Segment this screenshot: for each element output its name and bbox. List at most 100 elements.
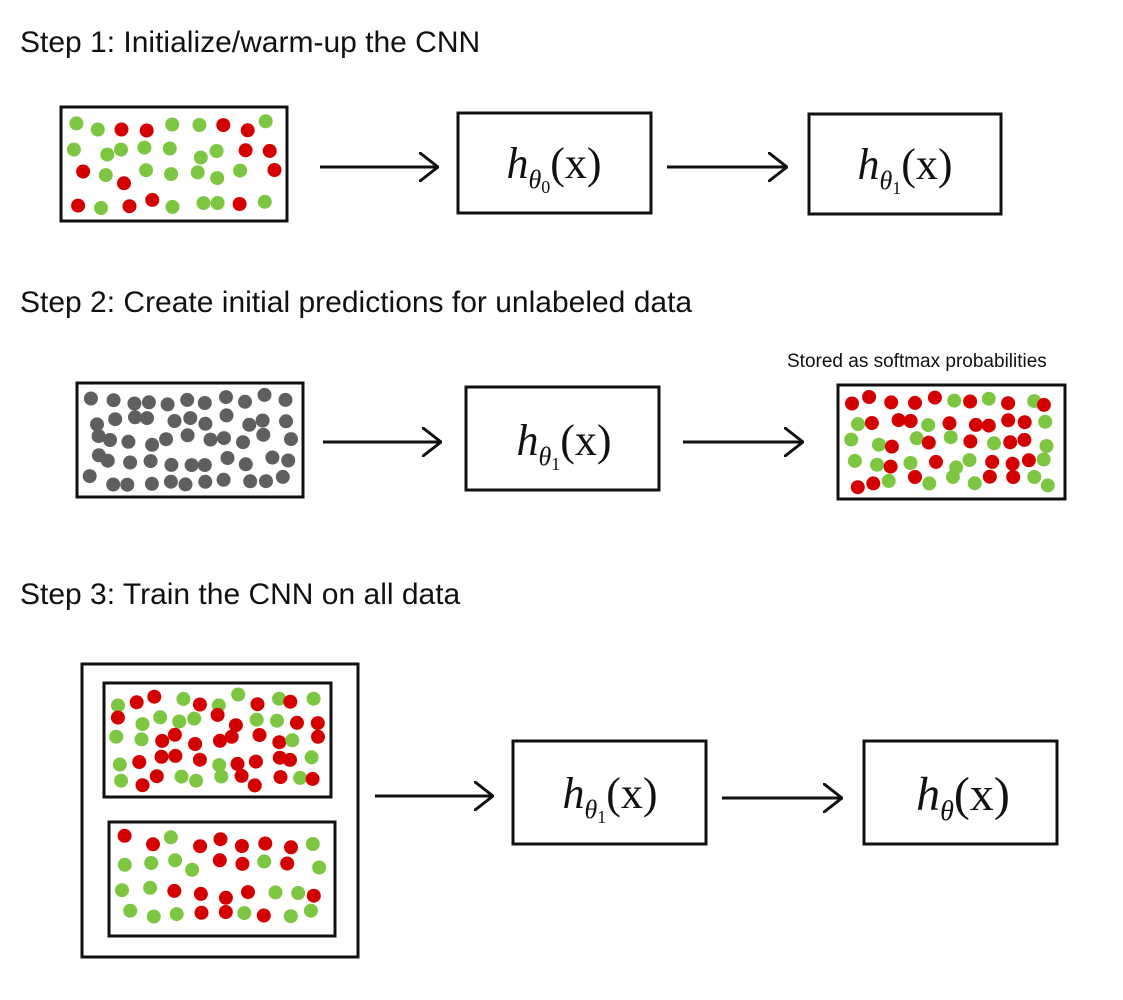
unlabeled-dot xyxy=(100,453,115,468)
pseudo-labeled-dot xyxy=(228,718,243,733)
pseudo-labeled-dot xyxy=(172,714,187,729)
pseudo-labeled-dot xyxy=(844,432,859,447)
pseudo-labeled-dot xyxy=(109,729,124,744)
pseudo-labeled-dot xyxy=(1005,456,1020,471)
labeled-dot xyxy=(280,856,295,871)
unlabeled-dot xyxy=(259,474,273,489)
pseudo-labeled-dot xyxy=(903,414,918,428)
pseudo-labeled-dot xyxy=(168,748,183,763)
pseudo-labeled-dot xyxy=(187,711,202,726)
unlabeled-dot xyxy=(255,413,270,428)
pseudo-labeled-dot xyxy=(884,439,899,454)
pseudo-labeled-dot xyxy=(248,754,263,769)
pseudo-labeled-dot xyxy=(285,733,300,748)
labeled-dot xyxy=(218,905,233,919)
step-1-model-theta1-label: hθ1(x) xyxy=(857,140,952,198)
unlabeled-dot xyxy=(164,457,179,472)
pseudo-labeled-dot xyxy=(132,755,147,769)
labeled-dot xyxy=(139,163,154,178)
unlabeled-dot xyxy=(216,472,231,487)
pseudo-labeled-dot xyxy=(1036,397,1051,412)
pseudo-labeled-dot xyxy=(1001,413,1016,428)
unlabeled-dot xyxy=(219,408,234,423)
unlabeled-dot xyxy=(83,391,98,406)
pseudo-labeled-dot xyxy=(981,391,996,406)
pseudo-labeled-dot xyxy=(903,456,918,470)
labeled-dot xyxy=(165,199,180,214)
unlabeled-dot xyxy=(178,477,193,492)
labeled-dot xyxy=(193,150,208,165)
step-3-model-theta-box xyxy=(862,739,1059,846)
labeled-dot xyxy=(257,194,272,209)
labeled-dot xyxy=(305,837,320,851)
labeled-dot xyxy=(209,144,224,158)
labeled-dot xyxy=(193,886,208,901)
pseudo-labeled-dot xyxy=(212,758,227,773)
labeled-dot xyxy=(146,837,160,852)
unlabeled-dot xyxy=(127,396,142,411)
pseudo-labeled-dot xyxy=(147,689,162,704)
pseudo-labeled-dot xyxy=(908,470,922,484)
labeled-dot xyxy=(284,840,298,855)
labeled-dot xyxy=(256,908,271,923)
labeled-dot xyxy=(241,885,255,900)
step-2-pseudo-labeled-dots xyxy=(844,390,1055,495)
labeled-dot xyxy=(122,199,137,214)
unlabeled-dot xyxy=(82,469,97,484)
pseudo-labeled-dot xyxy=(1017,415,1032,430)
labeled-dot xyxy=(69,116,84,131)
unlabeled-dot xyxy=(128,410,142,425)
pseudo-labeled-dot xyxy=(883,459,898,474)
labeled-dot xyxy=(163,830,178,845)
pseudo-labeled-dot xyxy=(272,691,287,706)
pseudo-labeled-dot xyxy=(1006,470,1021,484)
labeled-dot xyxy=(235,856,250,871)
unlabeled-dot xyxy=(184,458,199,473)
unlabeled-dot xyxy=(180,428,195,443)
step-3-model-theta1-label: hθ1(x) xyxy=(562,769,657,827)
unlabeled-dot xyxy=(106,393,121,408)
pseudo-labeled-dot xyxy=(293,770,308,785)
pseudo-labeled-dot xyxy=(270,713,284,728)
unlabeled-dot xyxy=(198,416,213,431)
pseudo-labeled-dot xyxy=(943,430,958,445)
unlabeled-dot xyxy=(203,432,218,447)
pseudo-labeled-dot xyxy=(942,416,957,431)
pseudo-labeled-dot xyxy=(129,695,144,710)
labeled-dot xyxy=(237,906,252,921)
labeled-dot xyxy=(190,165,205,180)
pseudo-labeled-dot xyxy=(1017,432,1032,447)
labeled-dot xyxy=(267,163,282,177)
labeled-dot xyxy=(117,857,132,872)
pseudo-labeled-dot xyxy=(1027,470,1042,484)
labeled-dot xyxy=(94,201,108,215)
pseudo-labeled-dot xyxy=(272,735,287,750)
pseudo-labeled-dot xyxy=(987,436,1001,451)
labeled-dot xyxy=(90,122,105,137)
unlabeled-dot xyxy=(284,432,298,447)
unlabeled-dot xyxy=(198,474,213,489)
pseudo-labeled-dot xyxy=(884,395,899,410)
pseudo-labeled-dot xyxy=(963,394,978,409)
pseudo-labeled-dot xyxy=(850,480,865,495)
pseudo-labeled-dot xyxy=(1040,478,1055,493)
step-3-labeled-dots xyxy=(115,828,327,924)
pseudo-labeled-dot xyxy=(862,390,877,404)
unlabeled-dot xyxy=(219,390,233,405)
pseudo-labeled-dot xyxy=(234,768,249,783)
labeled-dot xyxy=(233,163,248,178)
labeled-dot xyxy=(137,140,152,155)
pseudo-labeled-dot xyxy=(224,729,239,744)
labeled-dot xyxy=(291,886,306,900)
pseudo-labeled-dot xyxy=(283,694,298,709)
pseudo-labeled-dot xyxy=(870,457,885,472)
labeled-dot xyxy=(139,123,154,138)
labeled-dot xyxy=(303,903,318,918)
unlabeled-dot xyxy=(140,411,154,426)
unlabeled-dot xyxy=(220,451,235,465)
step-3-title: Step 3: Train the CNN on all data xyxy=(20,578,461,611)
labeled-dot xyxy=(146,909,161,924)
pseudo-labeled-dot xyxy=(174,769,189,784)
labeled-dot xyxy=(115,883,129,898)
